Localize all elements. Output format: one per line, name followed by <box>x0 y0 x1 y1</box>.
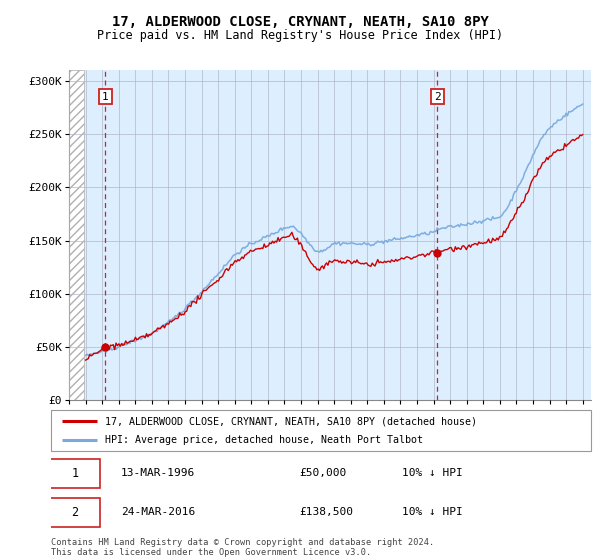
Text: 17, ALDERWOOD CLOSE, CRYNANT, NEATH, SA10 8PY (detached house): 17, ALDERWOOD CLOSE, CRYNANT, NEATH, SA1… <box>105 417 477 426</box>
Text: 2: 2 <box>71 506 79 519</box>
Text: 2: 2 <box>434 92 441 102</box>
Text: £138,500: £138,500 <box>299 507 353 517</box>
Text: 10% ↓ HPI: 10% ↓ HPI <box>402 507 463 517</box>
FancyBboxPatch shape <box>50 498 100 527</box>
Text: 1: 1 <box>71 466 79 480</box>
Text: 10% ↓ HPI: 10% ↓ HPI <box>402 468 463 478</box>
FancyBboxPatch shape <box>50 459 100 488</box>
Text: Contains HM Land Registry data © Crown copyright and database right 2024.
This d: Contains HM Land Registry data © Crown c… <box>51 538 434 557</box>
Text: Price paid vs. HM Land Registry's House Price Index (HPI): Price paid vs. HM Land Registry's House … <box>97 29 503 42</box>
Text: £50,000: £50,000 <box>299 468 347 478</box>
Text: 1: 1 <box>102 92 109 102</box>
Text: HPI: Average price, detached house, Neath Port Talbot: HPI: Average price, detached house, Neat… <box>105 435 423 445</box>
Text: 24-MAR-2016: 24-MAR-2016 <box>121 507 196 517</box>
Text: 17, ALDERWOOD CLOSE, CRYNANT, NEATH, SA10 8PY: 17, ALDERWOOD CLOSE, CRYNANT, NEATH, SA1… <box>112 15 488 29</box>
Text: 13-MAR-1996: 13-MAR-1996 <box>121 468 196 478</box>
